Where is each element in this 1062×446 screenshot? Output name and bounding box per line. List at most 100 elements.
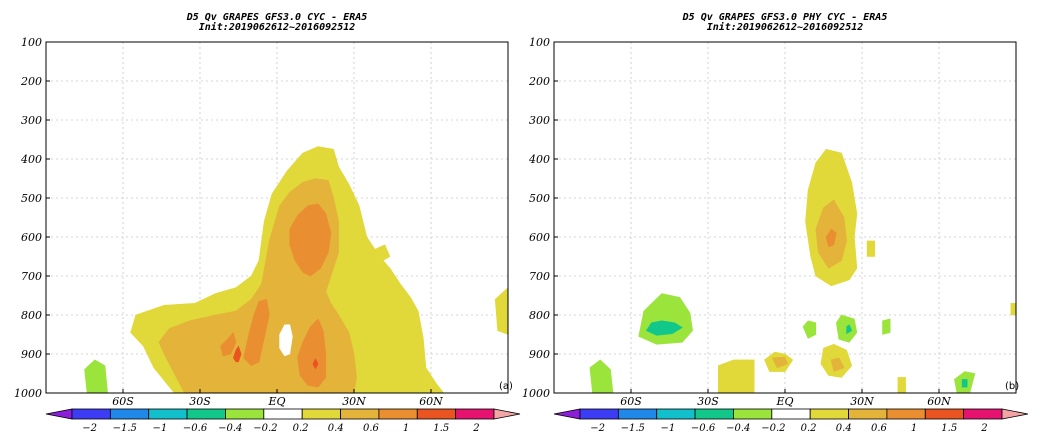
panel-b-xtick-30S: 30S [697,395,719,408]
panel-b-colorbar-swatch-0 [579,408,619,420]
panel-a-ytick-1000: 1000 [14,387,42,400]
panel-b-region-11 [882,318,891,335]
panel-a-label: (a) [499,381,513,392]
panel-a-xtick-30S: 30S [189,395,211,408]
panel-a-colorbar-swatch-6 [301,408,341,420]
panel-b-region-19 [825,228,837,248]
panel-b-colorbar-label-3: −0.6 [691,423,716,434]
panel-a-colorbar-swatch-10 [455,408,495,420]
panel-b-colorbar-swatch-2 [656,408,696,420]
panel-b-colorbar-swatch-10 [963,408,1003,420]
panel-b-colorbar: −2 −1.5 −1 −0.6 −0.4 −0.2 0.2 0.4 0.6 1 1.5 2 [553,408,1029,434]
panel-b-ytick-400: 400 [528,153,550,166]
panel-b-region-13 [646,320,683,336]
panel-a-colorbar-label-2: −1 [153,423,168,434]
panel-a-colorbar-swatch-9 [416,408,457,420]
panel-b-colorbar-label-0: −2 [590,423,605,434]
panel-a-xtick-60S: 60S [112,395,134,408]
panel-a-colorbar-swatch-5 [263,408,303,420]
panel-b-ytick-700: 700 [529,270,550,283]
panel-b-colorbar-swatch-1 [617,408,658,420]
panel-a-colorbar-swatch-8 [378,408,418,420]
panel-a-plot-area: 100 200 300 400 500 600 700 800 900 1000 60S 30S EQ 3… [14,36,509,408]
panel-b-title-line2: Init:2019062612~2016092512 [707,21,864,33]
panel-a-ytick-500: 500 [21,192,42,205]
panel-a-region-3 [84,359,108,393]
panel-b-colorbar-swatch-7 [848,408,888,420]
panel-a-ytick-200: 200 [20,75,42,88]
panel-b-colorbar-under-arrow [553,408,581,420]
panel-b-ytick-900: 900 [529,348,550,361]
panel-b-colorbar-label-11: 2 [980,423,987,434]
panel-b-colorbar-label-5: −0.2 [761,423,785,434]
panel-a-colorbar-swatch-4 [225,408,265,420]
panel-b-xtick-EQ: EQ [775,395,793,408]
panel-b-plot-area: 100 200 300 400 500 600 700 800 900 1000 60S 30S EQ 3… [522,36,1017,408]
panel-b-colorbar-swatch-8 [886,408,926,420]
panel-b-ytick-1000: 1000 [522,387,550,400]
panel-a-ytick-900: 900 [21,348,42,361]
panel-a-region-10 [312,358,319,370]
panel-a-xtick-30N: 30N [342,395,366,408]
panel-b-region-6 [1010,302,1016,316]
panel-b-region-2 [717,359,755,393]
panel-b-ytick-600: 600 [529,231,550,244]
panel-a-colorbar-label-7: 0.4 [328,423,344,434]
panel-b-colorbar-label-2: −1 [661,423,676,434]
panel-a-region-5 [220,332,237,357]
panel-a-region-9 [233,345,242,363]
panel-b-colorbar-label-6: 0.2 [801,423,817,434]
panel-a-colorbar-label-4: −0.4 [218,423,242,434]
panel-b-ytick-100: 100 [529,36,550,49]
panel-b-colorbar-label-9: 1 [911,423,917,434]
panel-a-colorbar-label-5: −0.2 [253,423,277,434]
panel-b-colorbar-swatch-4 [733,408,773,420]
panel-a-xtick-60N: 60N [419,395,443,408]
panel-a-ytick-700: 700 [21,270,42,283]
panel-b-colorbar-swatch-9 [924,408,965,420]
panel-b-colorbar-label-8: 0.6 [871,423,888,434]
panel-a-region-2 [494,287,508,335]
panel-b-xtick-60S: 60S [620,395,642,408]
panel-a-colorbar-label-10: 1.5 [433,423,449,434]
panel-a-region-7 [289,203,332,277]
panel-a-colorbar-over-arrow [493,408,521,420]
panel-b-region-14 [846,324,853,335]
panel-b-colorbar-swatch-3 [694,408,734,420]
panel-a-region-8 [297,318,327,388]
panel-a-colorbar-label-1: −1.5 [113,423,137,434]
panel-a-colorbar-label-0: −2 [82,423,97,434]
panel-b-ytick-300: 300 [529,114,550,127]
panel-a-colorbar-swatch-3 [186,408,226,420]
panel-a-region-6 [243,299,270,367]
panel-a-ytick-300: 300 [21,114,42,127]
panel-b-title-line1: D5 Qv GRAPES GFS3.0 PHY CYC - ERA5 [682,12,888,23]
panel-b-ytick-500: 500 [529,192,550,205]
panel-b-colorbar-label-10: 1.5 [941,423,957,434]
panel-b-region-1 [866,240,876,257]
panel-b-colorbar-label-1: −1.5 [621,423,645,434]
panel-a-colorbar-swatch-1 [109,408,150,420]
panel-a-colorbar-label-11: 2 [472,423,479,434]
panel-b-xtick-60N: 60N [927,395,951,408]
panel-b: D5 Qv GRAPES GFS3.0 PHY CYC - ERA5 Init:… [522,12,1029,434]
panel-a-colorbar-under-arrow [45,408,73,420]
panel-b-region-18 [830,357,845,372]
panel-b-region-8 [638,293,693,345]
panel-b-label: (b) [1005,381,1019,392]
panel-a-region-1 [371,244,391,263]
panel-a-colorbar-swatch-0 [71,408,111,420]
panel-b-region-17 [771,356,788,369]
panel-a-colorbar-label-9: 1 [403,423,409,434]
panel-b-colorbar-label-7: 0.4 [836,423,852,434]
panel-a-xtick-EQ: EQ [267,395,285,408]
panel-a-colorbar-label-8: 0.6 [363,423,380,434]
panel-b-colorbar-label-4: −0.4 [726,423,750,434]
panel-b-region-9 [802,320,817,339]
panel-a-region-11 [279,324,293,357]
panel-a-colorbar-label-6: 0.2 [293,423,309,434]
panel-a-ytick-800: 800 [21,309,42,322]
panel-a-colorbar-swatch-2 [148,408,188,420]
panel-a-colorbar-swatch-7 [340,408,380,420]
